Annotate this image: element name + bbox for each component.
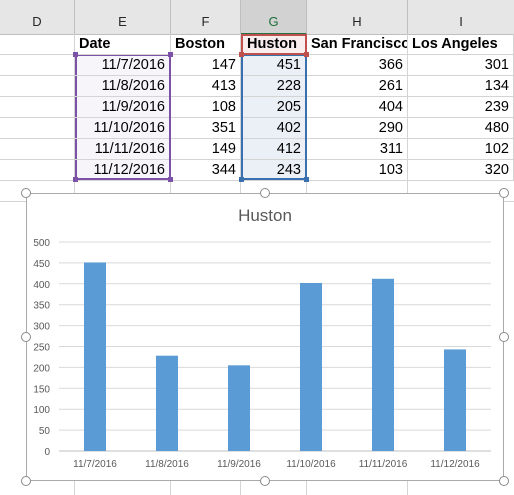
x-tick-label: 11/9/2016 [217,459,261,470]
column-header-g[interactable]: G [241,0,307,35]
column-header-i[interactable]: I [459,14,463,29]
cell-e-row-3[interactable]: 11/9/2016 [75,97,169,118]
range-handle[interactable] [73,52,78,57]
cell-e-row-6[interactable]: 11/12/2016 [75,160,169,181]
cell-e-row-1[interactable]: 11/7/2016 [75,55,169,76]
cell-f-row-5[interactable]: 149 [171,139,241,160]
cell-e-header[interactable]: Date [75,34,171,55]
bar-2[interactable] [156,355,178,451]
cell-g-row-6[interactable]: 243 [243,160,305,181]
cell-f-row-6[interactable]: 344 [171,160,241,181]
cell-g-row-2[interactable]: 228 [243,76,305,97]
range-handle[interactable] [239,52,244,57]
cell-f-row-2[interactable]: 413 [171,76,241,97]
range-handle[interactable] [168,177,173,182]
range-handle[interactable] [304,52,309,57]
cell-f-row-3[interactable]: 108 [171,97,241,118]
cell-g-row-1[interactable]: 451 [243,55,305,76]
cell-i-row-3[interactable]: 239 [408,97,514,118]
range-handle[interactable] [239,177,244,182]
y-tick-label: 400 [33,280,50,291]
cell-h-row-5[interactable]: 311 [307,139,408,160]
cell-g-header[interactable]: Huston [247,36,297,52]
cell-g-row-5[interactable]: 412 [243,139,305,160]
cell-h-row-4[interactable]: 290 [307,118,408,139]
x-tick-label: 11/11/2016 [359,459,408,470]
y-tick-label: 0 [44,447,50,458]
cell-g-row-3[interactable]: 205 [243,97,305,118]
cell-f-row-1[interactable]: 147 [171,55,241,76]
cell-h-row-3[interactable]: 404 [307,97,408,118]
cell-i-row-1[interactable]: 301 [408,55,514,76]
chart-resize-handle[interactable] [260,188,270,198]
cell-h-row-6[interactable]: 103 [307,160,408,181]
y-tick-label: 450 [33,259,50,270]
range-handle[interactable] [73,177,78,182]
chart-resize-handle[interactable] [21,188,31,198]
cell-f-row-4[interactable]: 351 [171,118,241,139]
y-tick-label: 50 [39,426,51,437]
range-handle[interactable] [304,177,309,182]
cell-i-row-5[interactable]: 102 [408,139,514,160]
cell-e-row-5[interactable]: 11/11/2016 [75,139,169,160]
y-tick-label: 350 [33,301,50,312]
bar-1[interactable] [84,262,106,451]
y-tick-label: 150 [33,384,50,395]
y-tick-label: 500 [33,238,50,249]
column-header-e[interactable]: E [75,0,171,34]
cell-g-row-4[interactable]: 402 [243,118,305,139]
chart-resize-handle[interactable] [21,476,31,486]
y-tick-label: 250 [33,343,50,354]
y-tick-label: 200 [33,363,50,374]
cell-e-row-4[interactable]: 11/10/2016 [75,118,169,139]
cell-e-row-2[interactable]: 11/8/2016 [75,76,169,97]
chart-resize-handle[interactable] [499,332,509,342]
range-handle[interactable] [168,52,173,57]
x-tick-label: 11/10/2016 [286,459,336,470]
cell-h-row-2[interactable]: 261 [307,76,408,97]
x-tick-label: 11/12/2016 [430,459,480,470]
cell-i-header[interactable]: Los Angeles [408,34,514,55]
x-tick-label: 11/7/2016 [73,459,117,470]
bar-4[interactable] [300,282,322,451]
chart-resize-handle[interactable] [260,476,270,486]
chart-title[interactable]: Huston [238,206,292,225]
selected-range-series-name[interactable] [241,34,307,55]
column-header-row: D E F G H I [0,0,514,35]
y-tick-label: 300 [33,322,50,333]
chart-area[interactable]: Huston 0 50 100 150 200 250 300 350 400 450 500 11/… [26,193,504,481]
bar-3[interactable] [228,365,250,451]
x-tick-label: 11/8/2016 [145,459,189,470]
bar-6[interactable] [444,349,466,451]
column-header-h[interactable]: H [307,0,408,34]
cell-i-row-2[interactable]: 134 [408,76,514,97]
chart-plot[interactable]: 0 50 100 150 200 250 300 350 400 450 500 11/7/2016 1… [27,194,503,480]
column-header-f[interactable]: F [171,0,241,34]
column-header-d[interactable]: D [0,0,75,34]
chart-resize-handle[interactable] [21,332,31,342]
cell-h-header[interactable]: San Francisco [307,34,408,55]
cell-h-row-1[interactable]: 366 [307,55,408,76]
cell-i-row-6[interactable]: 320 [408,160,514,181]
cell-f-header[interactable]: Boston [171,34,241,55]
y-tick-label: 100 [33,405,50,416]
bar-5[interactable] [372,278,394,451]
cell-i-row-4[interactable]: 480 [408,118,514,139]
chart-resize-handle[interactable] [499,476,509,486]
chart-resize-handle[interactable] [499,188,509,198]
